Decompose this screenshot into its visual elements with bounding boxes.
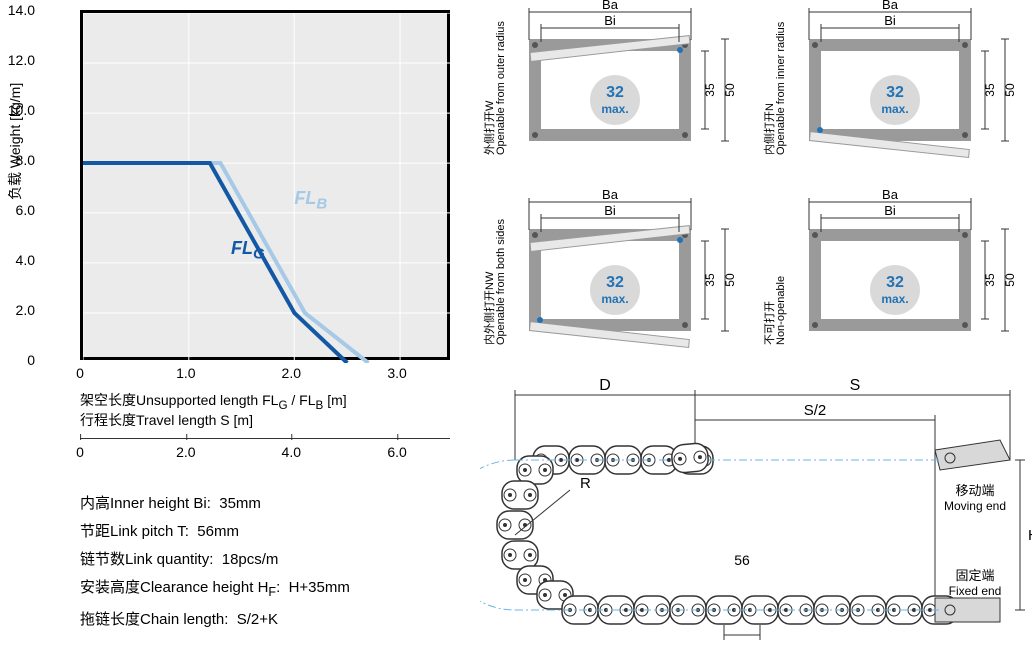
svg-text:50: 50 <box>723 273 737 287</box>
svg-text:S: S <box>850 377 861 394</box>
svg-text:35: 35 <box>703 83 717 97</box>
svg-text:35: 35 <box>703 273 717 287</box>
svg-text:D: D <box>599 377 611 394</box>
svg-text:Bi: Bi <box>604 203 616 218</box>
x-axis-label-2: 行程长度Travel length S [m] <box>80 410 253 430</box>
svg-text:56: 56 <box>734 552 750 568</box>
svg-text:Fixed end: Fixed end <box>949 584 1002 598</box>
flb-label: FLB <box>294 188 327 213</box>
svg-text:Ba: Ba <box>602 190 619 202</box>
cross-section-NW: 内外侧打开NWOpenable from both sidesBaBi35503… <box>480 190 750 370</box>
load-chart: 负载 Weight [kg/m] FLG FLB 02.04.06.08.010… <box>0 0 480 400</box>
svg-text:Ba: Ba <box>602 0 619 12</box>
x-axis-label-1: 架空长度Unsupported length FLG / FLB [m] <box>80 390 347 412</box>
y-axis-label: 负载 Weight [kg/m] <box>5 83 25 200</box>
svg-text:H: H <box>1028 527 1032 544</box>
svg-text:Bi: Bi <box>884 203 896 218</box>
svg-text:Ba: Ba <box>882 0 899 12</box>
chart-area: FLG FLB <box>80 10 450 360</box>
svg-text:35: 35 <box>983 273 997 287</box>
svg-text:Bi: Bi <box>884 13 896 28</box>
svg-text:R: R <box>580 475 591 492</box>
cross-section-W: 外侧打开WOpenable from outer radiusBaBi35503… <box>480 0 750 180</box>
svg-text:50: 50 <box>1003 83 1017 97</box>
svg-text:固定端: 固定端 <box>955 568 994 583</box>
svg-text:50: 50 <box>723 83 737 97</box>
svg-text:35: 35 <box>983 83 997 97</box>
svg-text:Bi: Bi <box>604 13 616 28</box>
svg-text:Moving end: Moving end <box>944 499 1006 513</box>
svg-text:移动端: 移动端 <box>955 483 994 498</box>
spec-table: 内高Inner height Bi: 35mm节距Link pitch T: 5… <box>80 490 350 634</box>
cross-section-N: 内侧打开NOpenable from inner radiusBaBi35503… <box>760 0 1030 180</box>
svg-text:Ba: Ba <box>882 190 899 202</box>
cross-section-X: 不可打开Non-openableBaBi355032max. <box>760 190 1030 370</box>
second-x-scale: 02.04.06.0 <box>80 438 450 439</box>
chain-layout-diagram: DSS/2移动端Moving end固定端Fixed endRH56transf… <box>480 370 1032 660</box>
flg-label: FLG <box>231 238 265 263</box>
svg-text:50: 50 <box>1003 273 1017 287</box>
svg-text:S/2: S/2 <box>804 402 827 419</box>
cross-section-grid: 外侧打开WOpenable from outer radiusBaBi35503… <box>480 0 1032 360</box>
